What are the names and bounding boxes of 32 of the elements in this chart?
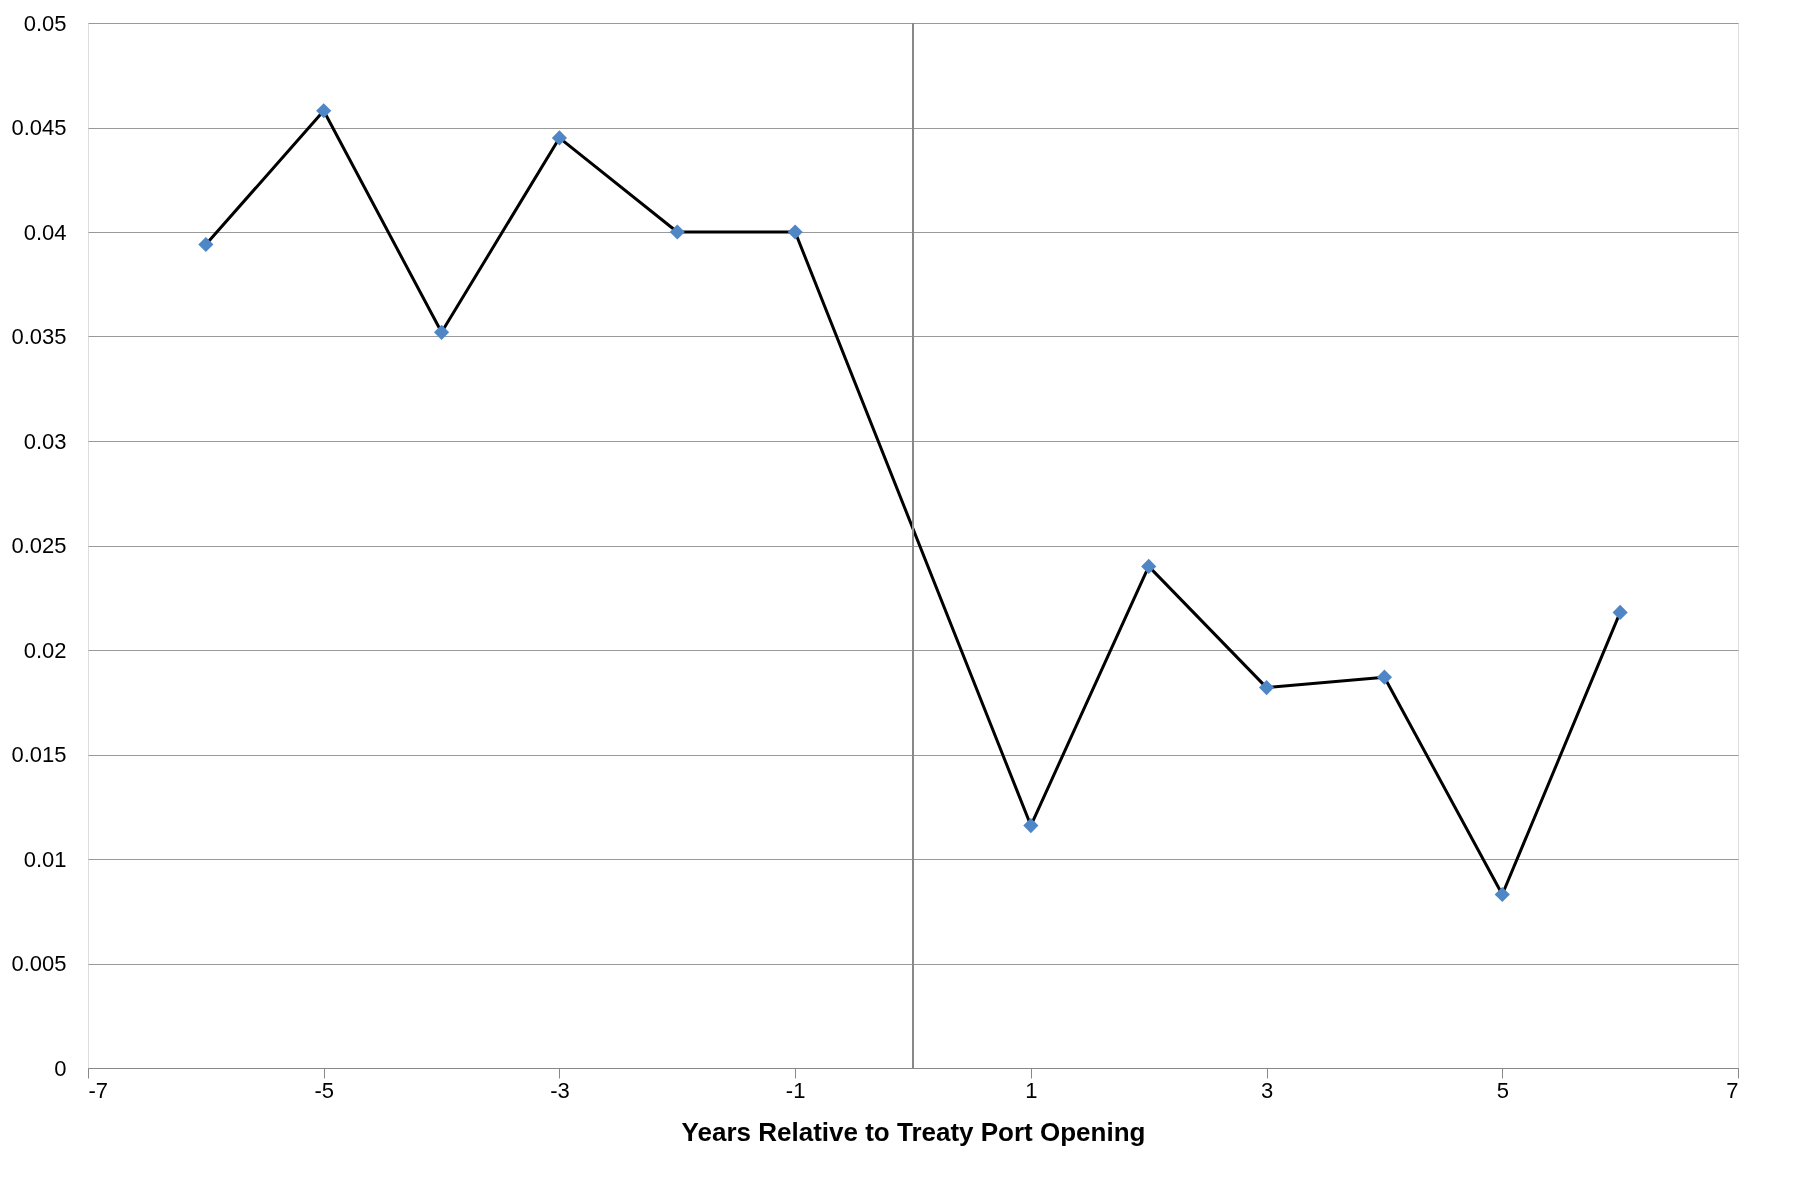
point [1494,886,1510,903]
y-tick-label: 0.045 [11,115,67,140]
y-tick-label: 0.015 [11,742,67,767]
x-tick-label: 3 [1260,1077,1274,1103]
y-tick-label: 0.035 [11,324,67,349]
x-axis-title: Years Relative to Treaty Port Opening [681,1116,1146,1147]
point [198,236,214,253]
x-tick-label: 7 [1726,1077,1739,1103]
y-tick-label: 0 [54,1055,67,1081]
y-tick-label: 0.04 [23,219,67,245]
point [1023,817,1039,834]
y-tick-label: 0.005 [11,951,67,976]
y-tick-label: 0.025 [11,533,67,558]
point [787,224,803,240]
point [1376,669,1393,685]
y-tick-label: 0.01 [23,846,67,872]
point [1612,604,1628,620]
y-tick-label: 0.05 [23,10,67,36]
y-tick-label: 0.03 [23,428,67,454]
x-tick-label: 5 [1496,1077,1509,1103]
point [1258,680,1275,696]
point [1141,558,1157,574]
x-tick-label: -7 [88,1077,109,1103]
y-tick-label: 0.02 [23,637,67,663]
x-tick-label: -5 [314,1077,334,1103]
x-tick-label: -3 [550,1077,570,1103]
point [433,324,450,340]
point [551,130,568,146]
x-tick-label: 1 [1025,1077,1038,1103]
point [669,224,685,240]
x-tick-label: -1 [785,1077,806,1103]
point [316,103,332,119]
